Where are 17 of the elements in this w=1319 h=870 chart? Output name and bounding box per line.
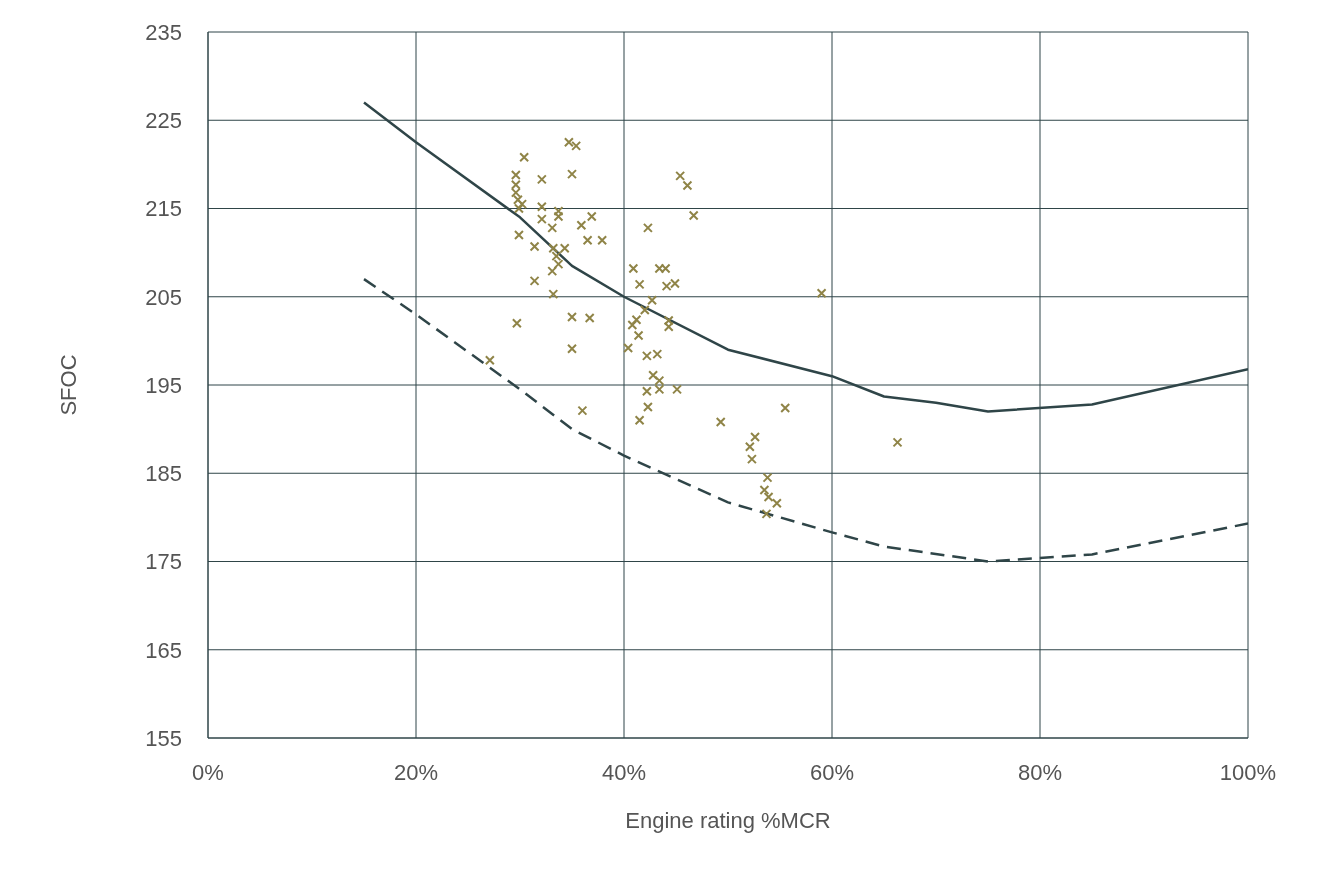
y-tick-label: 215 <box>145 196 182 222</box>
y-axis-title: SFOC <box>55 354 81 416</box>
y-tick-label: 195 <box>145 372 182 398</box>
y-tick-label: 235 <box>145 19 182 45</box>
x-tick-label: 40% <box>601 759 647 785</box>
x-tick-label: 60% <box>809 759 855 785</box>
y-tick-label: 185 <box>145 461 182 487</box>
y-tick-label: 225 <box>145 108 182 134</box>
x-tick-label: 0% <box>192 759 224 785</box>
y-tick-label: 205 <box>145 284 182 310</box>
x-axis-title: Engine rating %MCR <box>625 808 831 833</box>
x-tick-label: 20% <box>393 759 439 785</box>
y-tick-label: 175 <box>145 549 182 575</box>
x-tick-label: 80% <box>1017 759 1063 785</box>
x-tick-label: 100% <box>1219 759 1277 785</box>
y-tick-label: 165 <box>145 637 182 663</box>
y-tick-label: 155 <box>145 725 182 751</box>
